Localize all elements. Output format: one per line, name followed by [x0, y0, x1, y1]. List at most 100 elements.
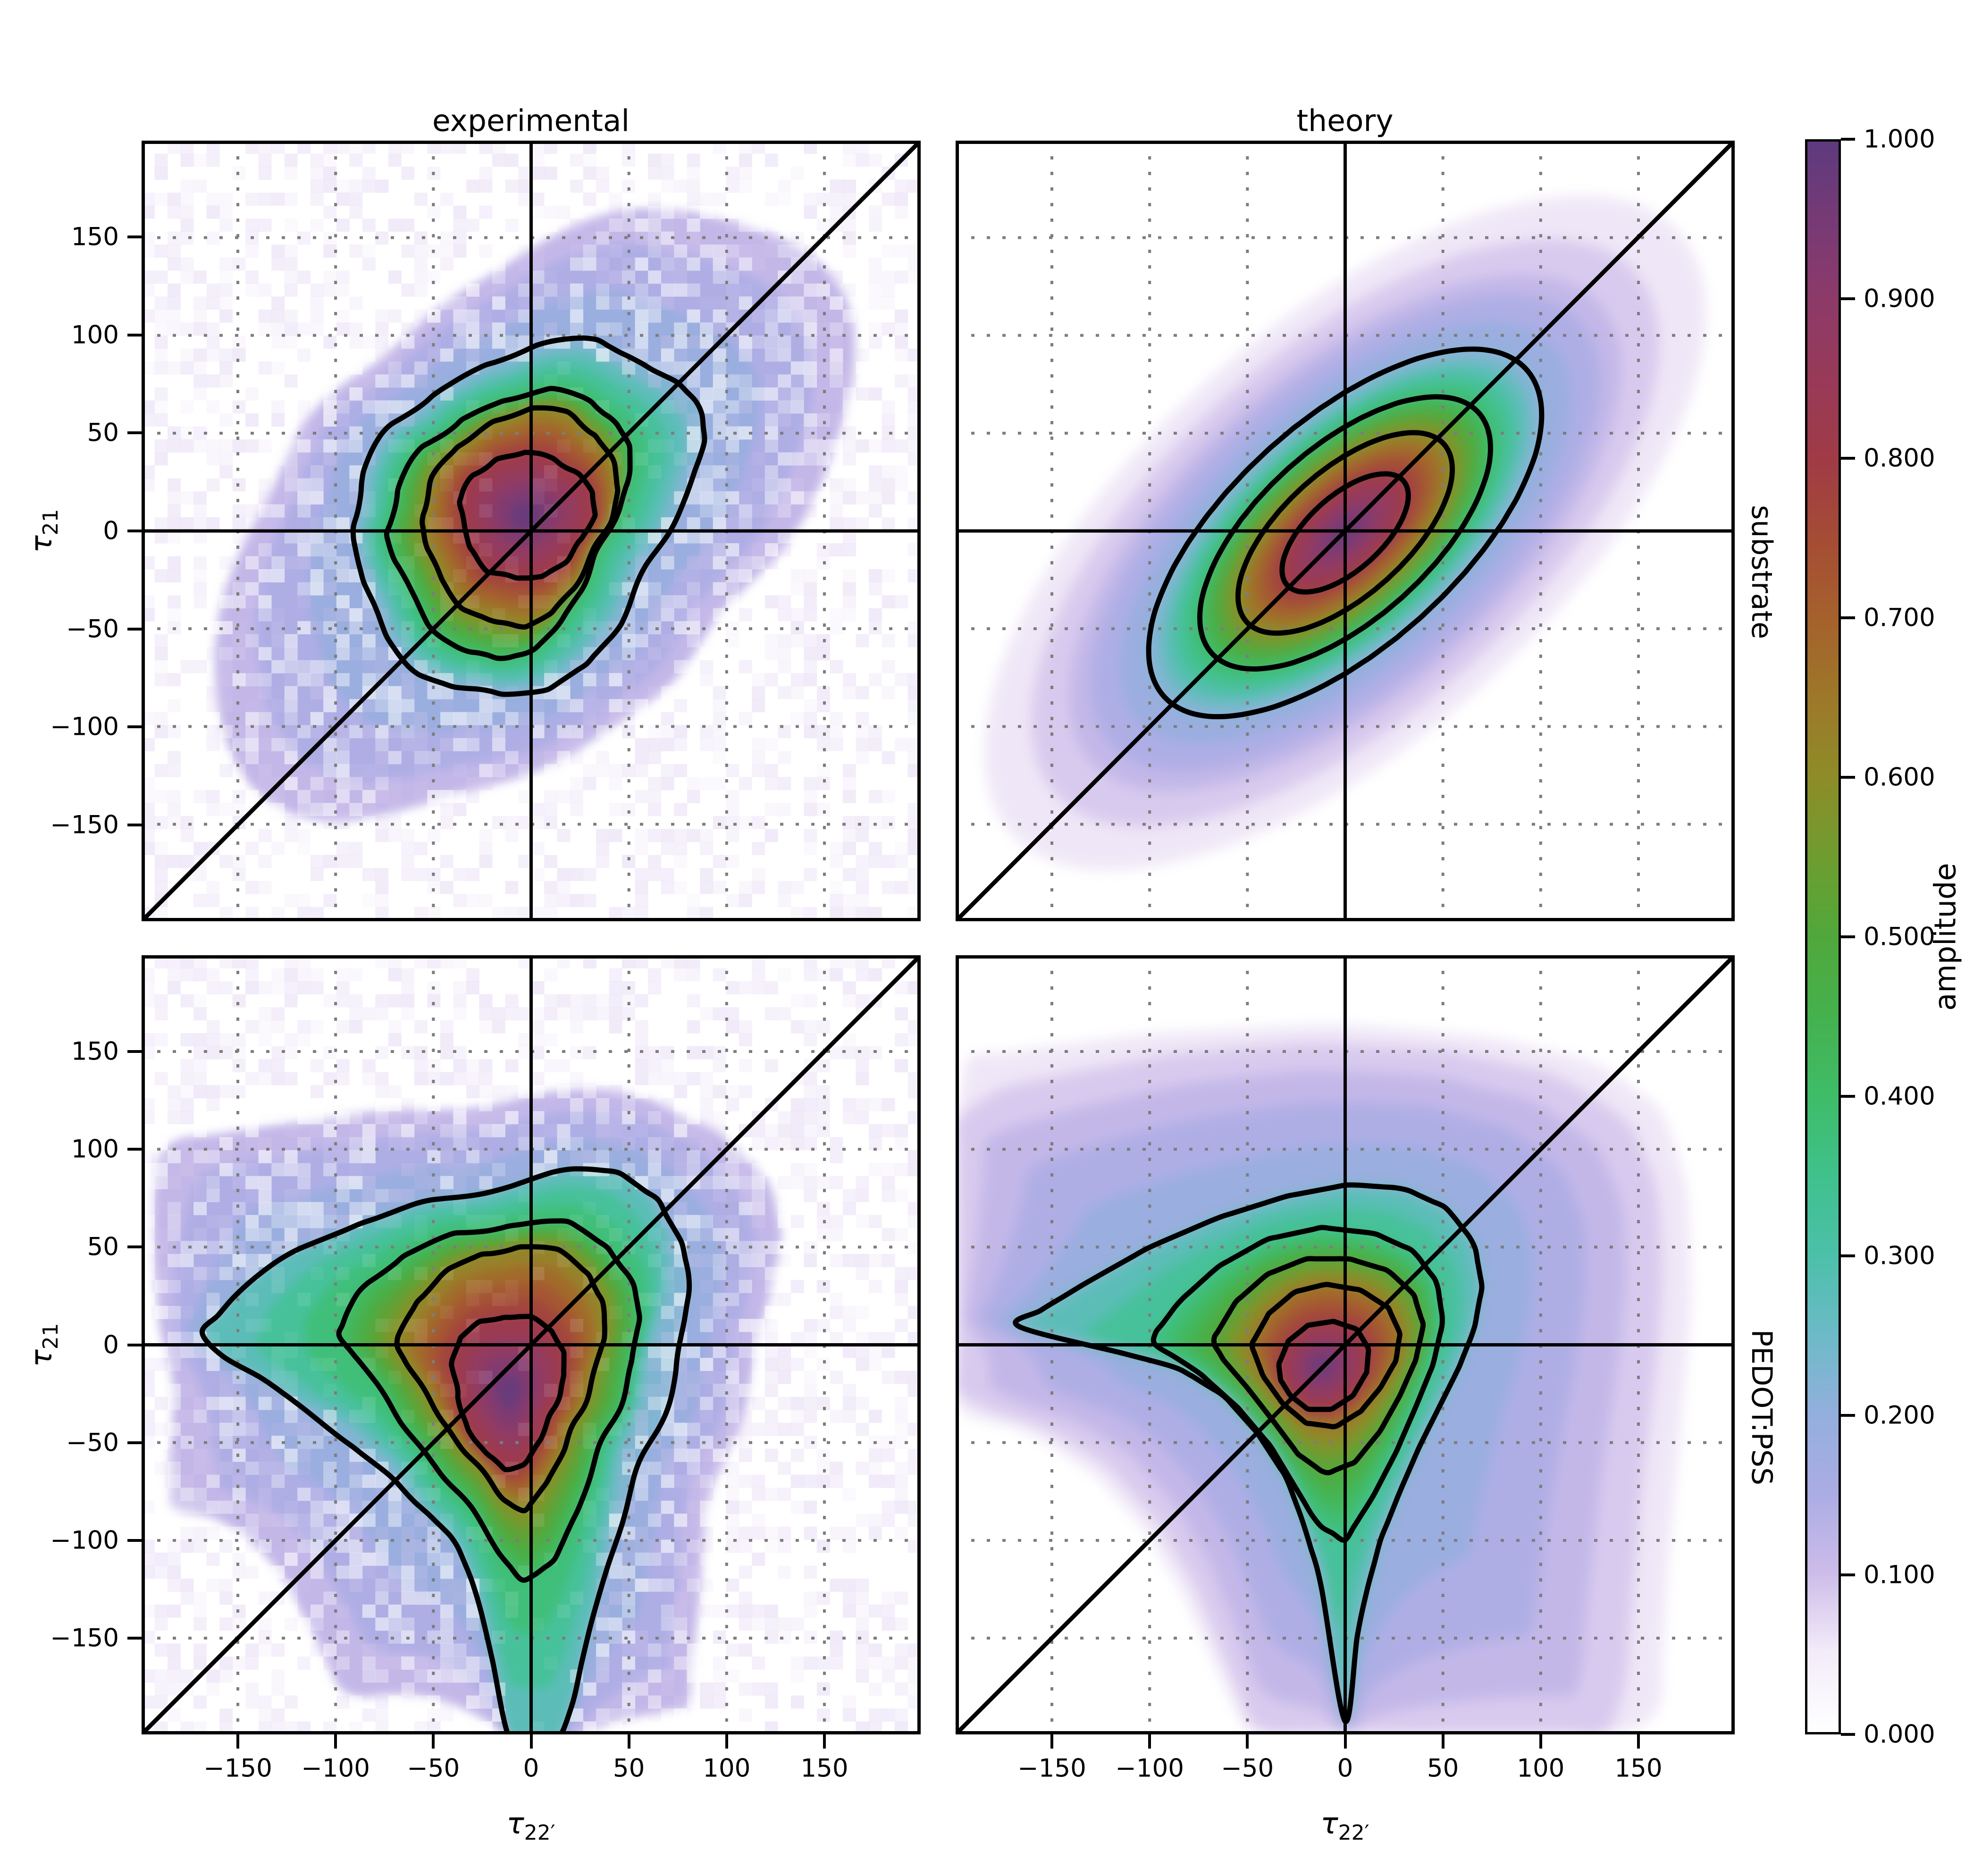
x-tick-label: −50: [1221, 1754, 1274, 1783]
colorbar-tick-mark: [1841, 457, 1855, 460]
colorbar-tick-mark: [1841, 1254, 1855, 1257]
x-tick-label: 0: [523, 1754, 539, 1783]
x-tick-label: 100: [703, 1754, 751, 1783]
y-tick-label: −150: [50, 1624, 119, 1653]
x-tick-mark: [1344, 1734, 1347, 1749]
colorbar-tick-label: 0.700: [1864, 603, 1935, 632]
x-tick-label: −100: [301, 1754, 370, 1783]
colorbar-tick-label: 1.000: [1864, 125, 1935, 154]
colorbar-tick-label: 0.500: [1864, 922, 1935, 951]
plot-panel-pedotpss-experimental: [142, 955, 921, 1734]
y-tick-mark: [127, 431, 142, 435]
x-tick-label: 0: [1337, 1754, 1353, 1783]
x-tick-mark: [823, 1734, 826, 1749]
contour-lines-substrate-theory: [1146, 346, 1545, 720]
zero-axes-substrate-theory: [956, 141, 1735, 921]
colorbar-tick-mark: [1841, 1733, 1855, 1736]
colorbar-tick-label: 0.800: [1864, 444, 1935, 473]
y-tick-label: 50: [87, 1232, 119, 1262]
colorbar-tick-label: 0.100: [1864, 1560, 1935, 1590]
colorbar-tick-mark: [1841, 776, 1855, 779]
x-tick-mark: [334, 1734, 337, 1749]
y-tick-label: 0: [103, 1330, 119, 1359]
colorbar-tick-label: 0.200: [1864, 1401, 1935, 1430]
colorbar-tick-label: 0.400: [1864, 1082, 1935, 1111]
y-axis-label-bottom: τ21: [24, 1323, 63, 1367]
plot-panel-pedotpss-theory: [956, 955, 1735, 1734]
y-tick-mark: [127, 236, 142, 239]
x-tick-mark: [725, 1734, 728, 1749]
y-tick-label: 0: [103, 516, 119, 546]
x-tick-label: 50: [1427, 1754, 1459, 1783]
y-tick-label: 100: [71, 1135, 119, 1164]
panel-frame-substrate-theory: [956, 141, 1735, 921]
row-label-substrate: substrate: [1745, 505, 1778, 639]
y-tick-label: −100: [50, 712, 119, 741]
y-tick-mark: [127, 1245, 142, 1249]
density-fill-pedotpss-theory: [956, 1024, 1691, 1734]
x-tick-label: 150: [1614, 1754, 1663, 1783]
y-tick-label: −150: [50, 810, 119, 840]
x-axis-label-right: τ22′: [1320, 1806, 1369, 1845]
colorbar-tick-mark: [1841, 1573, 1855, 1576]
x-tick-mark: [236, 1734, 240, 1749]
y-tick-mark: [127, 1343, 142, 1346]
panel-frame-pedotpss-experimental: [142, 955, 921, 1734]
colorbar-tick-mark: [1841, 616, 1855, 619]
colorbar-tick-mark: [1841, 138, 1855, 141]
zero-axes-pedotpss-experimental: [142, 955, 921, 1734]
y-tick-mark: [127, 627, 142, 631]
x-tick-mark: [1539, 1734, 1542, 1749]
y-tick-mark: [127, 530, 142, 532]
x-tick-mark: [432, 1734, 435, 1749]
y-tick-mark: [127, 1441, 142, 1444]
y-tick-mark: [127, 1148, 142, 1151]
colorbar: [1805, 139, 1841, 1734]
panel-frame-substrate-experimental: [142, 141, 921, 921]
x-tick-mark: [1148, 1734, 1151, 1749]
y-axis-label-top: τ21: [24, 509, 63, 553]
y-tick-label: −100: [50, 1526, 119, 1555]
y-tick-label: 150: [71, 1037, 119, 1066]
row-label-pedotpss: PEDOT:PSS: [1745, 1329, 1778, 1486]
panel-frame-pedotpss-theory: [956, 955, 1735, 1734]
x-tick-label: −150: [1017, 1754, 1086, 1783]
contour-lines-pedotpss-theory: [1013, 1182, 1485, 1725]
colorbar-tick-label: 0.300: [1864, 1241, 1935, 1270]
y-tick-mark: [127, 1050, 142, 1053]
y-tick-mark: [127, 1539, 142, 1542]
plot-panel-substrate-theory: [956, 141, 1735, 921]
x-tick-label: −50: [407, 1754, 460, 1783]
x-tick-label: 150: [800, 1754, 848, 1783]
y-tick-label: −50: [66, 614, 119, 644]
contour-lines-substrate-experimental: [350, 335, 707, 697]
y-tick-label: 50: [87, 418, 119, 447]
y-tick-mark: [127, 823, 142, 826]
colorbar-tick-mark: [1841, 1095, 1855, 1098]
x-tick-label: −150: [203, 1754, 272, 1783]
y-tick-label: −50: [66, 1428, 119, 1457]
column-title-experimental: experimental: [432, 103, 630, 138]
x-axis-label-left: τ22′: [506, 1806, 555, 1845]
y-tick-label: 100: [71, 320, 119, 350]
x-tick-label: 50: [613, 1754, 645, 1783]
contour-lines-pedotpss-experimental: [199, 1166, 692, 1734]
colorbar-label: amplitude: [1928, 863, 1963, 1011]
x-tick-mark: [1637, 1734, 1640, 1749]
colorbar-tick-mark: [1841, 297, 1855, 300]
x-tick-mark: [1050, 1734, 1054, 1749]
x-tick-mark: [529, 1734, 533, 1749]
y-tick-label: 150: [71, 222, 119, 252]
zero-axes-substrate-experimental: [142, 141, 921, 921]
colorbar-tick-label: 0.900: [1864, 284, 1935, 313]
y-tick-mark: [127, 725, 142, 729]
x-tick-label: 100: [1517, 1754, 1565, 1783]
x-tick-mark: [1441, 1734, 1445, 1749]
colorbar-tick-label: 0.000: [1864, 1720, 1935, 1749]
colorbar-tick-label: 0.600: [1864, 763, 1935, 792]
colorbar-tick-mark: [1841, 935, 1855, 938]
x-tick-mark: [1246, 1734, 1249, 1749]
column-title-theory: theory: [1296, 103, 1394, 138]
y-tick-mark: [127, 1636, 142, 1640]
